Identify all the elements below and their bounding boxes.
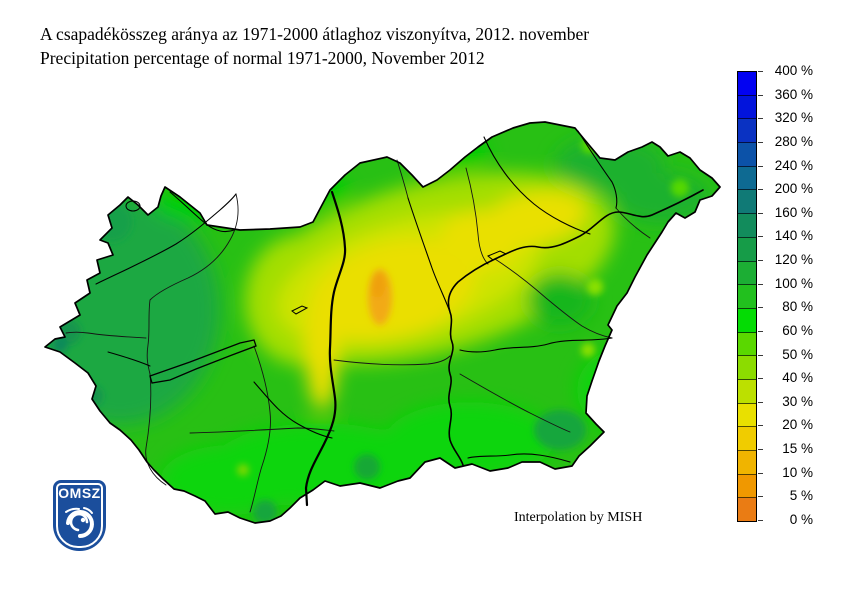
river-sio (253, 381, 333, 439)
legend-segment (738, 474, 756, 499)
legend-segment (738, 498, 756, 522)
legend-segment (738, 166, 756, 191)
legend-tick (758, 425, 763, 427)
legend-tick (758, 354, 763, 356)
legend-tick (758, 141, 763, 143)
legend-label: 20 % (782, 417, 813, 433)
legend-segment (738, 451, 756, 475)
legend-label: 280 % (774, 134, 813, 150)
legend-label: 240 % (774, 157, 813, 173)
river-raba (95, 193, 237, 285)
lake-velence (291, 305, 309, 315)
lake-balaton (149, 339, 257, 384)
legend-label: 80 % (782, 299, 813, 315)
river-danube (304, 190, 347, 507)
legend-label: 50 % (782, 346, 813, 362)
legend-segment (738, 214, 756, 238)
rivers (95, 130, 704, 507)
logo-border (56, 483, 103, 548)
river-sajo (483, 136, 591, 235)
legend-tick (758, 496, 763, 498)
legend-label: 0 % (789, 512, 813, 528)
lakes (125, 200, 508, 384)
legend-tick (758, 449, 763, 451)
legend-label: 400 % (774, 63, 813, 79)
legend-label: 40 % (782, 370, 813, 386)
legend-segment (738, 332, 756, 357)
legend-tick (758, 283, 763, 285)
omsz-logo: OMSZ (53, 480, 106, 551)
legend-label: 15 % (782, 441, 813, 457)
legend-segment (738, 237, 756, 262)
legend-segment (738, 72, 756, 96)
legend-tick (758, 118, 763, 120)
legend-label: 5 % (789, 488, 813, 504)
legend-tick (758, 260, 763, 262)
legend-segment (738, 379, 756, 404)
legend-tick (758, 307, 763, 309)
title-hungarian: A csapadékösszeg aránya az 1971-2000 átl… (40, 24, 590, 44)
legend-label: 200 % (774, 181, 813, 197)
river-zagyva (407, 197, 452, 316)
river-bodrog (577, 130, 618, 209)
logo-text: OMSZ (58, 485, 101, 501)
legend-segment (738, 95, 756, 120)
river-zala (107, 351, 151, 367)
legend-label: 160 % (774, 204, 813, 220)
county-borders (65, 159, 651, 513)
legend-segment (738, 285, 756, 309)
precipitation-field (45, 122, 720, 523)
title-english: Precipitation percentage of normal 1971-… (40, 48, 485, 68)
lake-tisza (487, 250, 508, 261)
legend-label: 60 % (782, 323, 813, 339)
legend-tick (758, 519, 763, 521)
legend-label: 320 % (774, 110, 813, 126)
legend-tick (758, 71, 763, 72)
wave-swirl-icon (64, 507, 94, 538)
legend-segment (738, 403, 756, 428)
legend-label: 360 % (774, 86, 813, 102)
legend-segment (738, 356, 756, 380)
legend-tick (758, 94, 763, 96)
legend-segment (738, 143, 756, 167)
hungary-border (44, 121, 721, 524)
legend-tick (758, 165, 763, 167)
legend-segment (738, 261, 756, 286)
legend-label: 10 % (782, 464, 813, 480)
legend-label: 100 % (774, 275, 813, 291)
legend: 400 % 360 % 320 % 280 % 240 % 200 % 160 % 140 %… (737, 63, 813, 527)
legend-label: 30 % (782, 394, 813, 410)
river-koros (459, 337, 613, 353)
legend-tick (758, 236, 763, 238)
attribution-text: Interpolation by MISH (514, 510, 643, 525)
legend-tick (758, 401, 763, 403)
legend-segment (738, 308, 756, 333)
legend-tick (758, 378, 763, 380)
legend-bar (737, 71, 757, 522)
page-title: A csapadékösszeg aránya az 1971-2000 átl… (40, 22, 589, 70)
legend-segment (738, 190, 756, 215)
legend-segment (738, 427, 756, 451)
legend-tick (758, 212, 763, 214)
legend-segment (738, 119, 756, 144)
legend-label: 120 % (774, 252, 813, 268)
river-maros (467, 453, 571, 463)
legend-tick (758, 330, 763, 332)
legend-tick (758, 472, 763, 474)
legend-tick (758, 189, 763, 191)
river-tisza (447, 189, 704, 466)
legend-label: 140 % (774, 228, 813, 244)
